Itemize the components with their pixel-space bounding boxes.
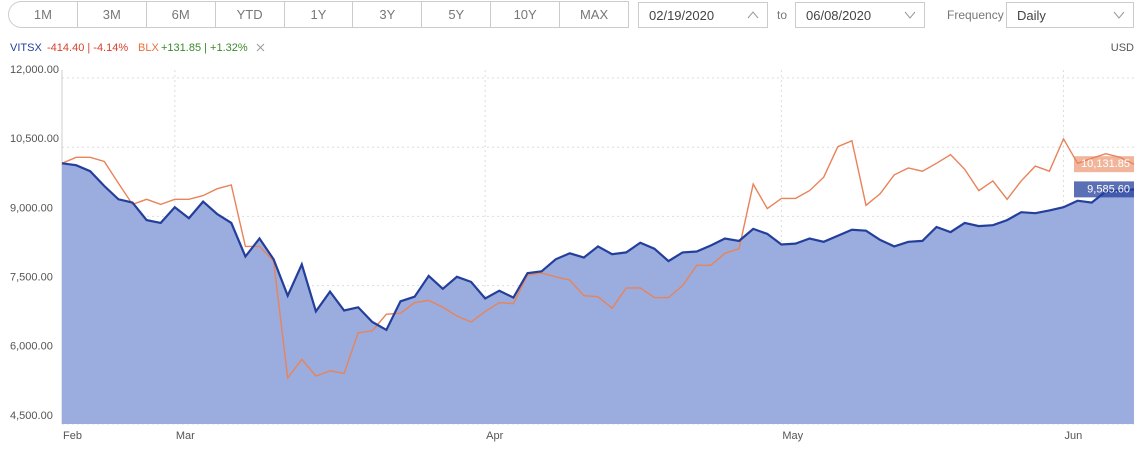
currency: USD — [1111, 42, 1134, 54]
range-button[interactable]: MAX — [559, 1, 629, 28]
x-tick-label: Apr — [486, 430, 503, 442]
legend-change: +131.85 | +1.32% — [161, 42, 248, 54]
range-button[interactable]: YTD — [214, 1, 285, 28]
legend-change: -414.40 | -4.14% — [47, 42, 128, 54]
chevron-up — [747, 11, 759, 19]
end-label-box — [1074, 181, 1134, 198]
frequency-select[interactable]: Daily — [1006, 2, 1134, 28]
x-tick-label: Mar — [176, 430, 195, 442]
legend-close[interactable] — [256, 43, 265, 52]
chevron-down — [904, 11, 916, 19]
range-button[interactable]: 3M — [76, 1, 147, 28]
line — [61, 162, 1135, 332]
frequency-text: Daily — [1017, 7, 1046, 23]
legend-name: VITSX — [10, 42, 42, 54]
range-button[interactable]: 5Y — [421, 1, 492, 28]
x-tick-label: Jun — [1064, 430, 1082, 442]
y-tick-label: 6,000.00 — [10, 341, 53, 353]
range-button[interactable]: 6M — [145, 1, 216, 28]
line — [61, 137, 1135, 380]
to-label: to — [777, 8, 788, 22]
y-tick-label: 4,500.00 — [10, 410, 53, 422]
range-button[interactable]: 1M — [8, 1, 78, 28]
end-label: 9,585.60 — [1087, 183, 1130, 195]
x-tick-label: Feb — [63, 430, 82, 442]
y-tick-label: 9,000.00 — [10, 202, 53, 214]
end-date[interactable]: 06/08/2020 — [795, 2, 925, 28]
x-tick-label: May — [782, 430, 803, 442]
end-label-box — [1074, 156, 1134, 173]
toolbar: 1M 3M 6M YTD 1Y 3Y 5Y 10Y MAX 02/19/2020 to 06/0… — [0, 0, 1140, 38]
end-label: 10,131.85 — [1081, 158, 1130, 170]
frequency-label: Frequency — [947, 8, 1004, 22]
y-tick-label: 12,000.00 — [10, 64, 59, 76]
chevron-down — [1113, 11, 1125, 19]
start-date[interactable]: 02/19/2020 — [638, 2, 768, 28]
chart: VITSX -414.40 | -4.14% BLX +131.85 | +1.… — [10, 42, 1135, 442]
legend-name: BLX — [138, 42, 159, 54]
range-button[interactable]: 1Y — [283, 1, 354, 28]
y-tick-label: 7,500.00 — [10, 272, 53, 284]
start-date-text: 02/19/2020 — [649, 7, 715, 23]
area — [62, 163, 1134, 425]
range-button[interactable]: 10Y — [490, 1, 561, 28]
y-tick-label: 10,500.00 — [10, 133, 59, 145]
range-button[interactable]: 3Y — [352, 1, 423, 28]
end-date-text: 06/08/2020 — [806, 7, 872, 23]
